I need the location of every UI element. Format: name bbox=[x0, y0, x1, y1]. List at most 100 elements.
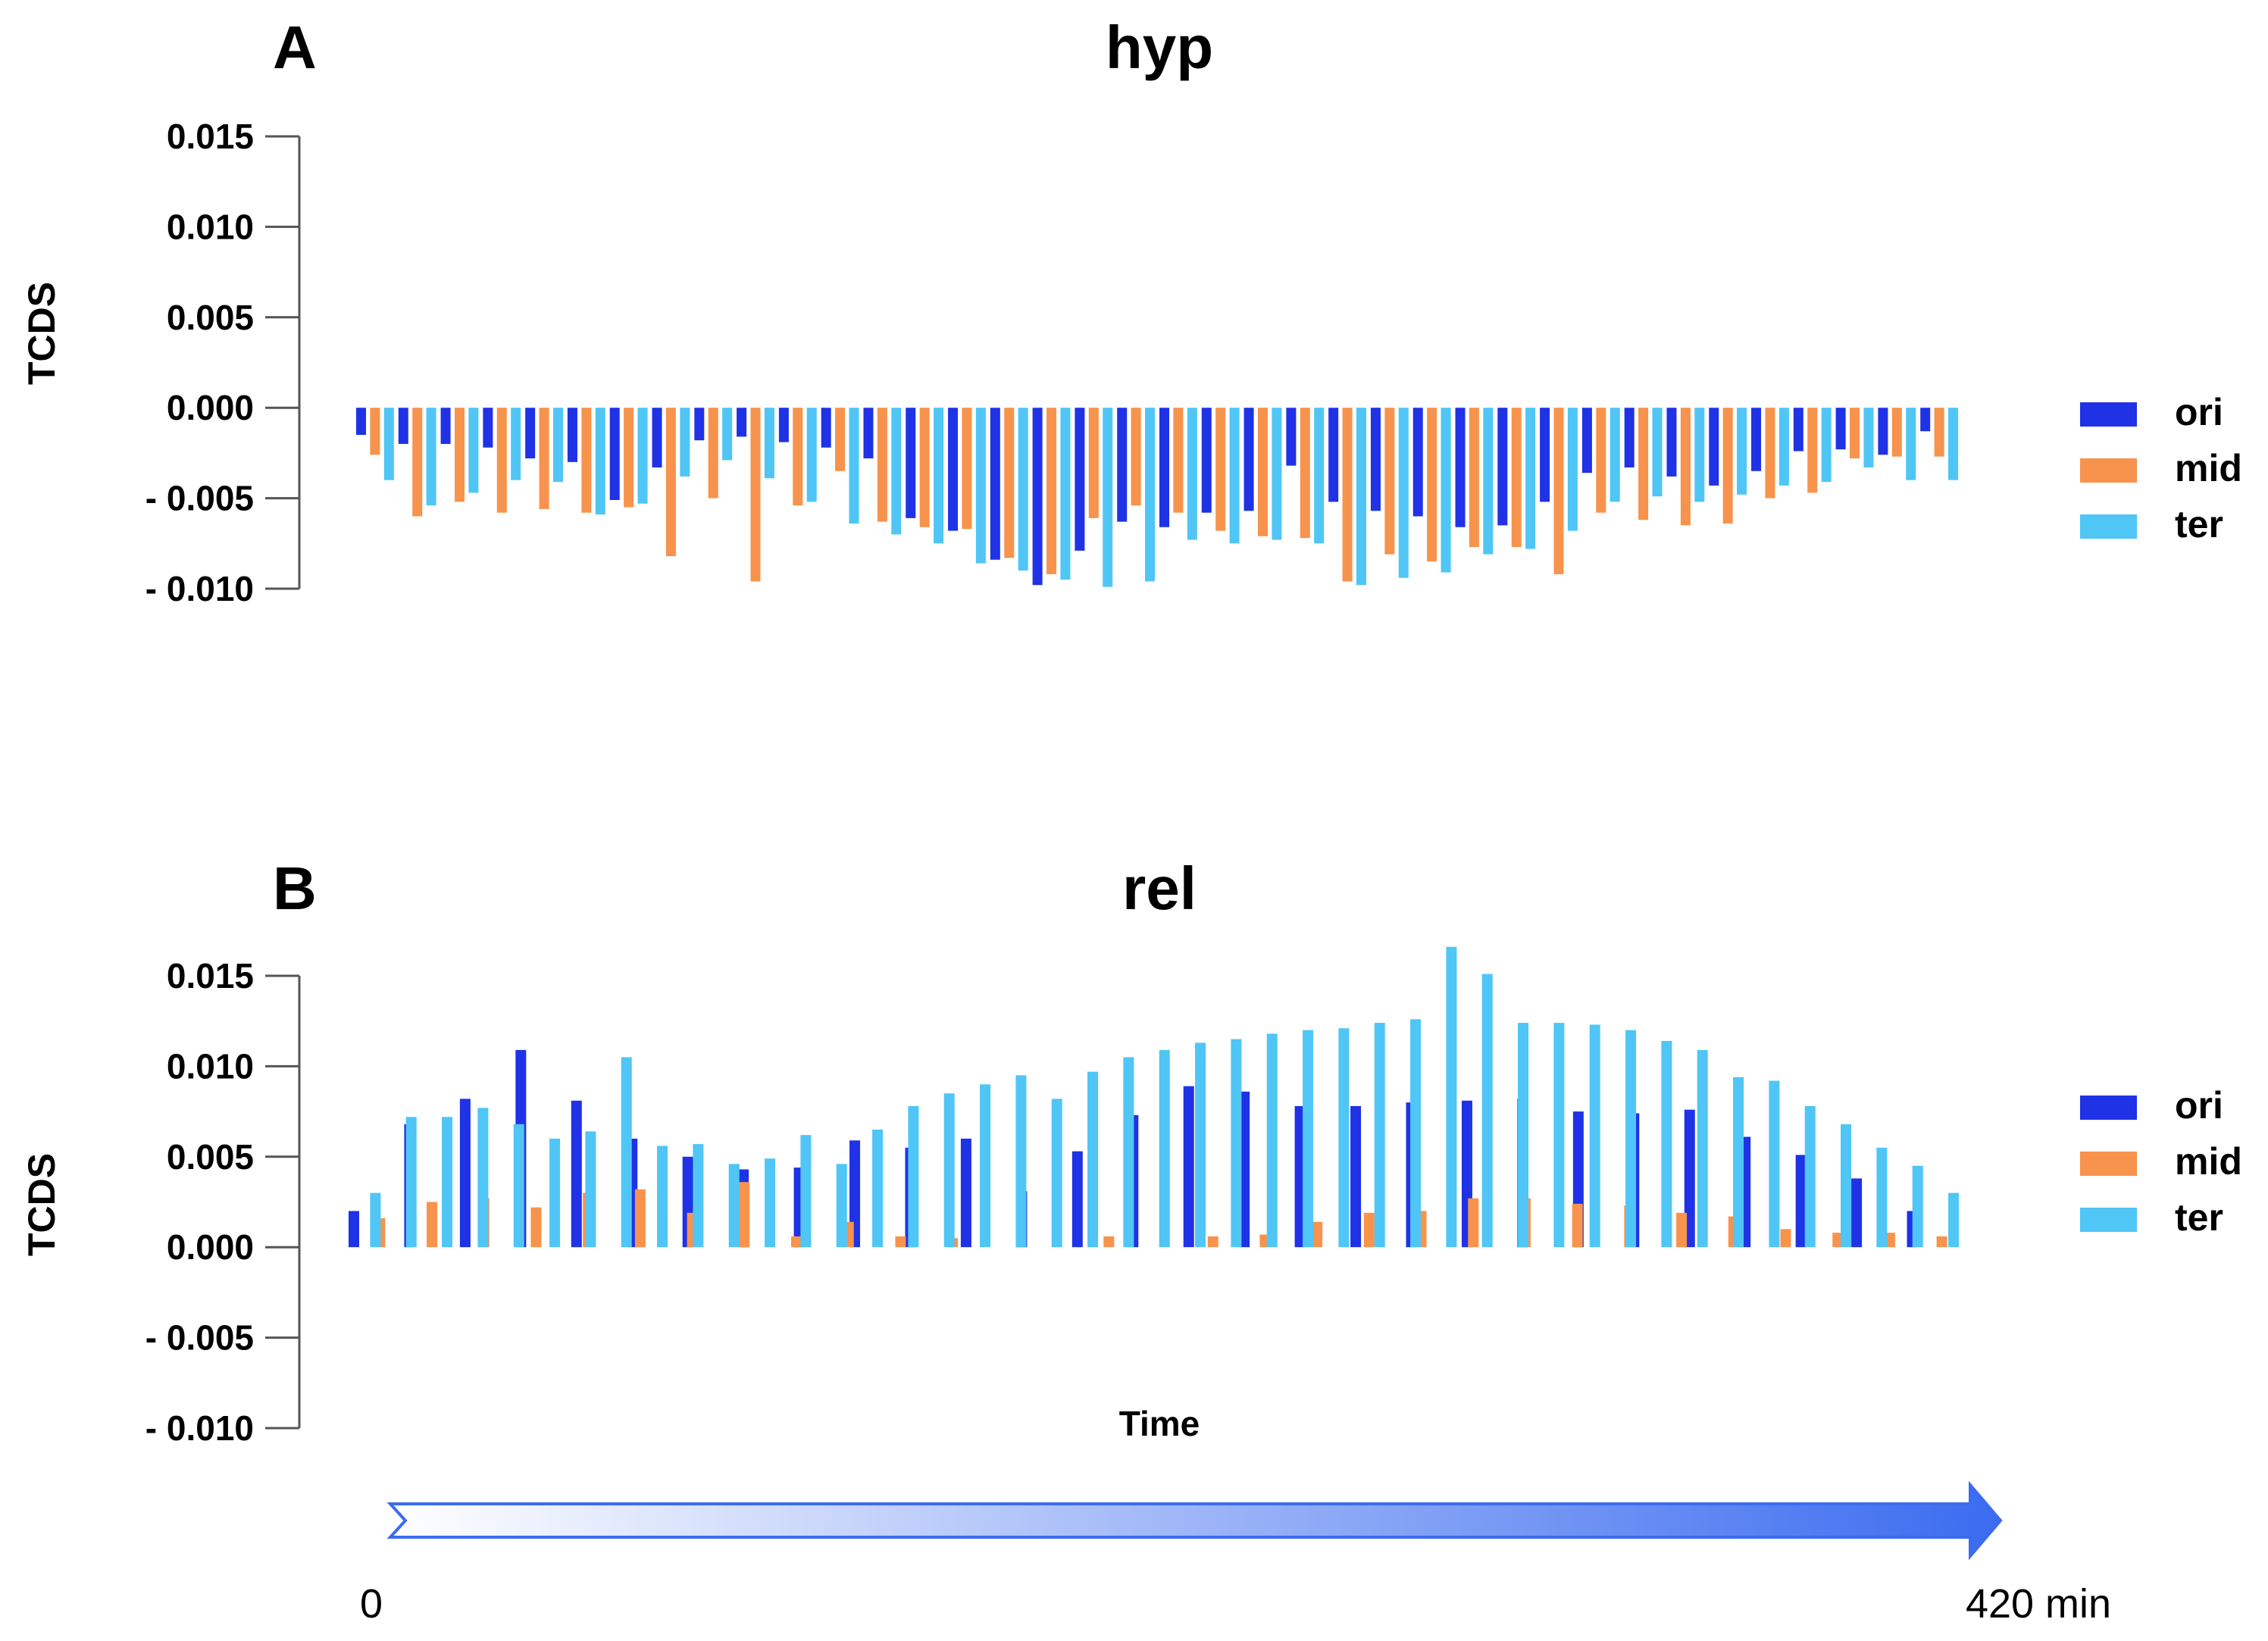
bar-ori bbox=[1412, 408, 1423, 517]
panel-b-x-axis-title: Time bbox=[1119, 1404, 1200, 1443]
bar-ter bbox=[1948, 408, 1959, 480]
bar-ter bbox=[1948, 1192, 1960, 1248]
bar-mid bbox=[1427, 408, 1437, 562]
bar-mid bbox=[496, 408, 507, 513]
bar-ter bbox=[1195, 1042, 1206, 1248]
bar-mid bbox=[1676, 1212, 1688, 1248]
bar-ter bbox=[934, 408, 944, 544]
bar-ter bbox=[1374, 1023, 1385, 1248]
bar-ter bbox=[1272, 408, 1282, 540]
bar-ter bbox=[1609, 408, 1620, 502]
y-tick-label: - 0.010 bbox=[145, 1408, 254, 1448]
legend-swatch-ter bbox=[2080, 514, 2137, 539]
bar-mid bbox=[1215, 408, 1226, 531]
bar-ter bbox=[680, 408, 690, 477]
bar-ori bbox=[863, 408, 874, 459]
bar-ter bbox=[1778, 408, 1789, 486]
bar-ter bbox=[891, 408, 902, 535]
legend-label-mid: mid bbox=[2175, 447, 2242, 489]
bar-ter bbox=[405, 1117, 417, 1248]
bar-mid bbox=[1638, 408, 1649, 520]
bar-ter bbox=[1697, 1049, 1708, 1248]
legend-label-ori: ori bbox=[2175, 1084, 2223, 1127]
bar-ter bbox=[1876, 1147, 1888, 1248]
bar-ter bbox=[1314, 408, 1325, 544]
bar-mid bbox=[1680, 408, 1691, 526]
bar-ori bbox=[1071, 1151, 1083, 1248]
panel-b-bars bbox=[349, 946, 1960, 1248]
panel-b-y-axis: 0.015 0.010 0.005 0.000 - 0.005 - 0.010 bbox=[145, 956, 301, 1448]
bar-ter bbox=[1567, 408, 1578, 531]
bar-ter bbox=[1525, 408, 1536, 549]
bar-ori bbox=[778, 408, 789, 442]
bar-ter bbox=[513, 1124, 524, 1248]
bar-ter bbox=[800, 1135, 812, 1248]
bar-ter bbox=[1694, 408, 1705, 502]
bar-ori bbox=[1851, 1178, 1863, 1248]
y-tick-label: - 0.005 bbox=[145, 479, 254, 518]
bar-mid bbox=[739, 1182, 750, 1248]
bar-ori bbox=[1624, 408, 1635, 468]
bar-ter bbox=[1912, 1165, 1923, 1248]
bar-ter bbox=[1060, 408, 1071, 580]
bar-ter bbox=[370, 1192, 381, 1248]
bar-ori bbox=[349, 1211, 359, 1248]
bar-ori bbox=[356, 408, 366, 436]
bar-mid bbox=[1004, 408, 1015, 558]
legend-swatch-mid bbox=[2080, 458, 2137, 483]
legend-swatch-ori bbox=[2080, 1096, 2137, 1120]
bar-ori bbox=[1751, 408, 1762, 471]
bar-ter bbox=[426, 408, 436, 506]
bar-ori bbox=[1243, 408, 1254, 511]
bar-ori bbox=[1075, 408, 1085, 551]
bar-ter bbox=[1410, 1019, 1422, 1248]
panel-a-y-axis: 0.015 0.010 0.005 0.000 - 0.005 - 0.010 bbox=[145, 117, 301, 608]
bar-mid bbox=[1722, 408, 1733, 524]
bar-ori bbox=[652, 408, 662, 468]
bar-ter bbox=[1518, 1023, 1529, 1248]
bar-ori bbox=[525, 408, 536, 459]
bar-mid bbox=[454, 408, 465, 502]
panel-a-y-axis-title: TCDS bbox=[20, 282, 63, 385]
bar-ori bbox=[948, 408, 959, 531]
bar-ter bbox=[1483, 408, 1494, 555]
bar-ter bbox=[1737, 408, 1747, 495]
bar-ori bbox=[609, 408, 620, 500]
bar-ori bbox=[960, 1138, 971, 1248]
bar-ter bbox=[1398, 408, 1409, 578]
bar-ter bbox=[1769, 1080, 1780, 1248]
bar-ter bbox=[1625, 1030, 1637, 1248]
bar-mid bbox=[1131, 408, 1141, 506]
legend-label-ter: ter bbox=[2175, 1196, 2223, 1239]
bar-ter bbox=[908, 1105, 919, 1248]
bar-mid bbox=[1572, 1203, 1583, 1248]
y-tick-label: 0.015 bbox=[167, 117, 254, 156]
y-tick-label: 0.010 bbox=[167, 207, 254, 246]
legend-label-ori: ori bbox=[2175, 391, 2223, 433]
bar-ter bbox=[728, 1164, 740, 1248]
bar-ter bbox=[468, 408, 479, 493]
legend-swatch-ori bbox=[2080, 402, 2137, 427]
bar-mid bbox=[1173, 408, 1184, 513]
bar-ori bbox=[440, 408, 451, 444]
bar-ter bbox=[621, 1057, 632, 1248]
bar-ori bbox=[1920, 408, 1931, 432]
bar-mid bbox=[1934, 408, 1944, 457]
bar-ter bbox=[693, 1144, 704, 1248]
bar-ter bbox=[806, 408, 817, 502]
y-tick-label: 0.000 bbox=[167, 388, 254, 427]
panel-a-bars bbox=[356, 408, 1959, 587]
bar-mid bbox=[1884, 1233, 1895, 1248]
bar-ter bbox=[657, 1146, 668, 1248]
bar-mid bbox=[634, 1189, 646, 1248]
panel-a-chart: A hyp TCDS 0.015 0.010 0.005 0.000 - 0.005 - … bbox=[20, 14, 2242, 608]
bar-ter bbox=[1553, 1023, 1565, 1248]
bar-mid bbox=[530, 1207, 542, 1248]
bar-ter bbox=[1229, 408, 1240, 544]
bar-ter bbox=[511, 408, 521, 480]
bar-ori bbox=[1835, 408, 1846, 450]
timeline-arrow: 0 420 min bbox=[360, 1480, 2111, 1627]
bar-ter bbox=[1661, 1040, 1672, 1248]
legend-swatch-ter bbox=[2080, 1208, 2137, 1232]
